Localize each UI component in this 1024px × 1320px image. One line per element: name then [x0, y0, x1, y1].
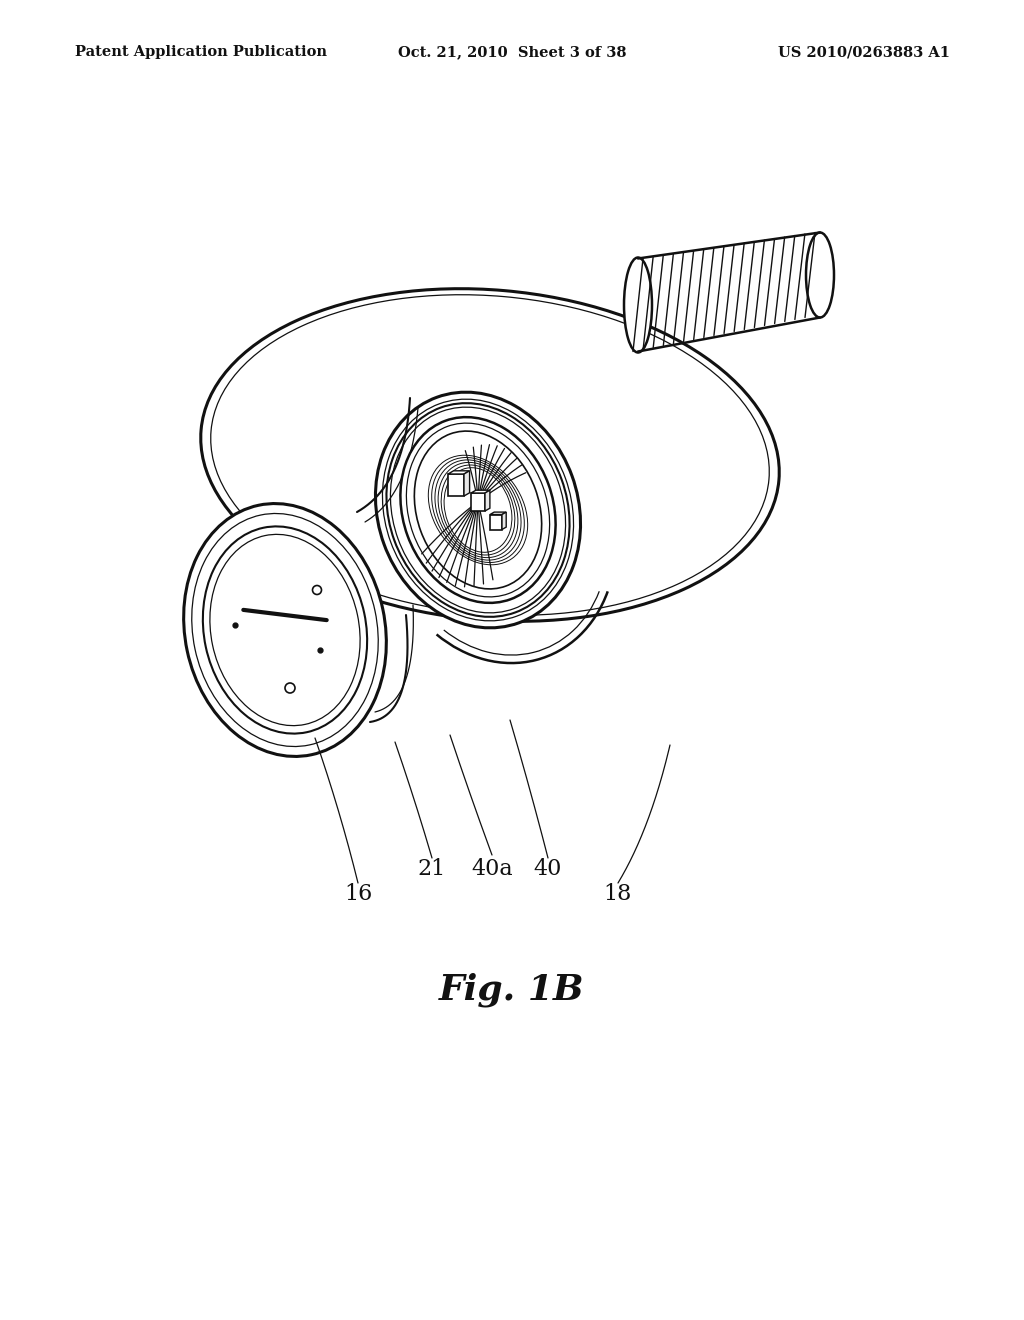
Ellipse shape	[376, 392, 581, 628]
Polygon shape	[449, 471, 470, 474]
Text: 40: 40	[534, 858, 562, 880]
Bar	[471, 492, 485, 511]
Ellipse shape	[415, 432, 542, 589]
Polygon shape	[490, 512, 506, 515]
Text: 18: 18	[604, 883, 632, 906]
Ellipse shape	[400, 417, 556, 603]
Text: 21: 21	[418, 858, 446, 880]
Bar	[490, 515, 502, 529]
Polygon shape	[502, 512, 506, 529]
Ellipse shape	[203, 527, 368, 734]
Ellipse shape	[183, 503, 386, 756]
Ellipse shape	[312, 586, 322, 594]
Polygon shape	[464, 471, 470, 496]
Polygon shape	[471, 490, 489, 492]
Polygon shape	[485, 490, 489, 511]
Ellipse shape	[201, 289, 779, 622]
Text: 16: 16	[344, 883, 372, 906]
Text: Patent Application Publication: Patent Application Publication	[75, 45, 327, 59]
Ellipse shape	[806, 232, 834, 318]
Text: Oct. 21, 2010  Sheet 3 of 38: Oct. 21, 2010 Sheet 3 of 38	[397, 45, 627, 59]
Ellipse shape	[386, 403, 569, 616]
Ellipse shape	[624, 257, 652, 352]
Text: Fig. 1B: Fig. 1B	[439, 973, 585, 1007]
Bar	[449, 474, 464, 496]
Text: US 2010/0263883 A1: US 2010/0263883 A1	[778, 45, 950, 59]
Ellipse shape	[285, 682, 295, 693]
Text: 40a: 40a	[471, 858, 513, 880]
